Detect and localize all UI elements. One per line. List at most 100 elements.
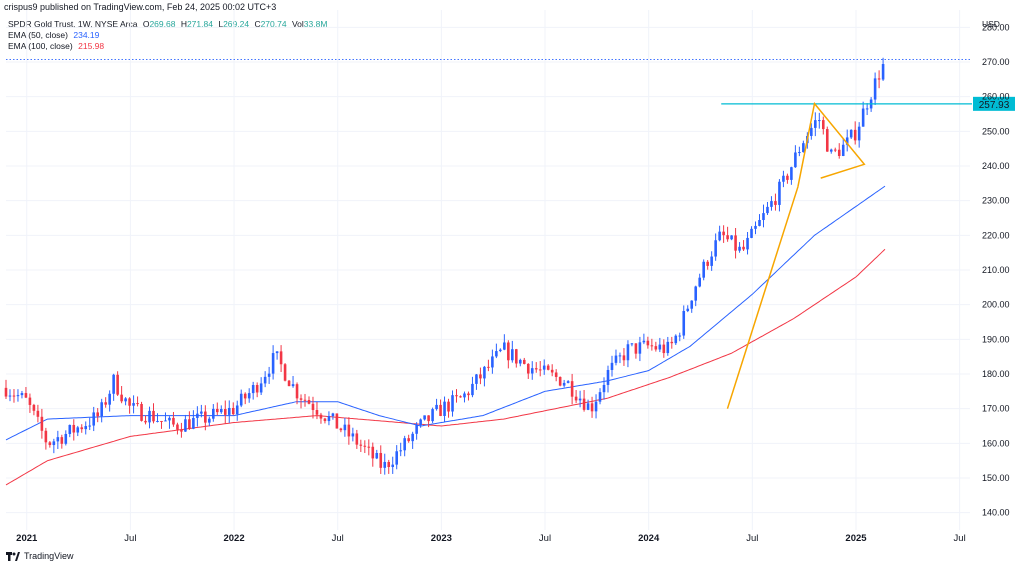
trend-line[interactable] bbox=[726, 186, 799, 409]
candle-body bbox=[634, 343, 638, 354]
candle-body bbox=[530, 368, 534, 374]
candle-body bbox=[722, 231, 725, 236]
candle-body bbox=[678, 335, 682, 337]
y-tick-label: 200.00 bbox=[982, 300, 1010, 310]
legend-ema50-value: 234.19 bbox=[73, 30, 100, 40]
legend-open: 269.68 bbox=[149, 19, 176, 29]
candle-body bbox=[243, 393, 247, 399]
candle-body bbox=[873, 78, 877, 100]
candle-body bbox=[307, 400, 311, 404]
candle-body bbox=[503, 342, 506, 350]
candle-body bbox=[48, 442, 52, 446]
candle-body bbox=[335, 413, 339, 429]
candle-body bbox=[319, 414, 323, 419]
candle-body bbox=[750, 228, 753, 238]
x-tick-label: 2021 bbox=[16, 533, 38, 544]
candle-body bbox=[475, 374, 478, 384]
candle-body bbox=[837, 149, 841, 156]
candle-body bbox=[24, 393, 28, 398]
candle-body bbox=[299, 398, 303, 400]
candle-body bbox=[84, 426, 88, 430]
candle-body bbox=[32, 404, 36, 411]
candle-body bbox=[467, 393, 470, 396]
candle-body bbox=[291, 384, 295, 387]
candle-body bbox=[275, 351, 279, 354]
legend-open-label: O bbox=[142, 19, 150, 29]
triangle-pattern[interactable] bbox=[797, 101, 866, 187]
candle-body bbox=[395, 451, 398, 465]
candle-body bbox=[865, 108, 869, 110]
candle-body bbox=[479, 374, 482, 379]
legend-volume: 33.8M bbox=[303, 19, 328, 29]
y-tick-label: 270.00 bbox=[982, 57, 1010, 67]
candle-body bbox=[399, 450, 402, 452]
candle-body bbox=[447, 401, 450, 412]
candle-body bbox=[515, 349, 518, 364]
candle-body bbox=[160, 420, 163, 422]
candle-body bbox=[578, 398, 582, 401]
candle-body bbox=[363, 445, 367, 447]
candle-body bbox=[570, 381, 574, 397]
candle-body bbox=[323, 418, 327, 422]
candle-body bbox=[419, 419, 422, 426]
candle-body bbox=[287, 380, 291, 387]
candle-body bbox=[407, 438, 410, 442]
candle-body bbox=[698, 277, 701, 287]
candle-body bbox=[758, 220, 761, 226]
candle-body bbox=[164, 420, 167, 422]
candle-body bbox=[566, 381, 570, 383]
candle-body bbox=[52, 441, 56, 446]
y-tick-label: 220.00 bbox=[982, 230, 1010, 240]
candle-body bbox=[263, 376, 267, 384]
candle-body bbox=[259, 383, 263, 393]
publisher-caption: crispus9 published on TradingView.com, F… bbox=[4, 2, 277, 12]
candle-body bbox=[487, 366, 490, 368]
candle-body bbox=[790, 167, 793, 180]
candle-body bbox=[200, 411, 203, 414]
candle-body bbox=[423, 415, 426, 420]
candle-body bbox=[411, 433, 414, 442]
candle-body bbox=[128, 398, 131, 406]
candle-body bbox=[279, 351, 283, 365]
candle-body bbox=[845, 137, 849, 145]
candle-body bbox=[339, 428, 343, 431]
y-tick-label: 160.00 bbox=[982, 438, 1010, 448]
y-tick-label: 280.00 bbox=[982, 22, 1010, 32]
candle-body bbox=[36, 410, 40, 417]
candle-body bbox=[96, 412, 99, 417]
candle-body bbox=[435, 404, 438, 410]
candle-body bbox=[251, 385, 255, 394]
candle-body bbox=[196, 413, 199, 418]
x-tick-label: 2025 bbox=[845, 533, 867, 544]
candle-body bbox=[148, 410, 151, 423]
candle-body bbox=[239, 393, 243, 406]
candle-body bbox=[766, 206, 769, 214]
candle-body bbox=[810, 127, 813, 136]
candle-body bbox=[212, 408, 215, 419]
candle-body bbox=[311, 403, 315, 411]
candle-body bbox=[590, 403, 594, 412]
candle-body bbox=[694, 286, 698, 301]
x-tick-label: 2024 bbox=[638, 533, 660, 544]
x-tick-label: 2022 bbox=[223, 533, 244, 544]
x-tick-label: Jul bbox=[332, 533, 344, 544]
candle-body bbox=[602, 384, 606, 393]
candle-body bbox=[658, 344, 662, 350]
legend-low-label: L bbox=[218, 19, 224, 29]
candle-body bbox=[690, 300, 694, 309]
candle-body bbox=[152, 410, 155, 422]
candle-body bbox=[594, 401, 598, 412]
y-tick-label: 250.00 bbox=[982, 126, 1010, 136]
y-tick-label: 180.00 bbox=[982, 369, 1010, 379]
candles bbox=[4, 57, 885, 475]
legend-volume-label: Vol bbox=[291, 19, 304, 29]
candle-body bbox=[562, 382, 566, 386]
candle-body bbox=[518, 359, 522, 364]
candle-body bbox=[558, 376, 562, 386]
candle-body bbox=[642, 340, 646, 343]
candle-body bbox=[710, 256, 713, 266]
candle-body bbox=[574, 396, 578, 401]
candle-body bbox=[674, 335, 678, 344]
candle-body bbox=[315, 410, 319, 415]
